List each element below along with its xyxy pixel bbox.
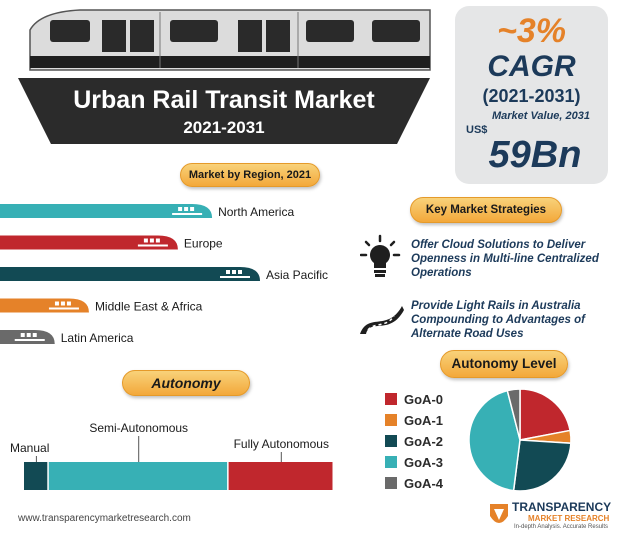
legend-swatch: [385, 456, 397, 468]
region-label: Asia Pacific: [266, 268, 328, 282]
road-icon: [360, 306, 404, 334]
pie-slice: [506, 388, 521, 441]
strategy-item-2: Provide Light Rails in Australia Compoun…: [411, 300, 585, 340]
region-label: Middle East & Africa: [95, 300, 203, 314]
train-window: [66, 301, 71, 306]
train-illustration: [29, 9, 431, 71]
train-window: [32, 333, 37, 337]
train-window: [143, 238, 148, 243]
cagr-value: ~3%: [497, 12, 566, 50]
logo-line-1: TRANSPARENCY: [512, 500, 612, 514]
train-window: [60, 301, 65, 306]
region-bar-chart: North America Europe Asia Pacific Middle Ea…: [0, 204, 328, 345]
train-window: [20, 333, 25, 337]
train-window: [232, 270, 236, 274]
region-bar-body: [0, 204, 213, 218]
autonomy-label: Semi-Autonomous: [89, 421, 188, 435]
page-title: Urban Rail Transit Market: [73, 86, 375, 114]
region-label: Latin America: [61, 331, 134, 345]
autonomy-label: Manual: [10, 441, 49, 455]
autonomy-segment: [24, 462, 48, 490]
legend-swatch: [385, 393, 397, 405]
stats-panel: [455, 6, 608, 184]
legend-swatch: [385, 435, 397, 447]
cagr-label: CAGR: [487, 50, 576, 83]
train-stripe: [220, 276, 250, 278]
region-label: Europe: [184, 237, 223, 251]
autonomy-label: Fully Autonomous: [234, 437, 329, 451]
train-window: [26, 333, 31, 337]
train-window: [184, 207, 189, 211]
legend-label: GoA-3: [404, 455, 443, 470]
legend-label: GoA-4: [404, 476, 444, 491]
legend-swatch: [385, 414, 397, 426]
autonomy-stacked-bar: Manual Semi-Autonomous Fully Autonomous: [10, 421, 333, 490]
region-section-label: Market by Region, 2021: [180, 163, 320, 187]
train-stripe: [172, 213, 203, 215]
logo-line-2: MARKET RESEARCH: [528, 514, 610, 523]
autonomy-segment: [228, 462, 333, 490]
region-bar-body: [0, 235, 178, 250]
region-bar: [0, 235, 178, 250]
lightbulb-icon: [360, 234, 401, 277]
train-stripe: [14, 339, 45, 341]
page-years: 2021-2031: [183, 118, 265, 137]
strategy-item-1: Offer Cloud Solutions to Deliver Opennes…: [411, 239, 599, 279]
strategies-label: Key Market Strategies: [410, 197, 562, 223]
autonomy-level-label: Autonomy Level: [440, 350, 568, 378]
pie-slice: [512, 439, 572, 492]
legend-swatch: [385, 477, 397, 489]
region-bar-body: [0, 298, 89, 313]
legend-label: GoA-0: [404, 392, 443, 407]
train-stripe: [48, 307, 79, 310]
train-window: [155, 238, 160, 243]
train-window: [190, 207, 195, 211]
train-stripe: [137, 244, 168, 247]
region-bar: [0, 298, 89, 313]
train-window: [149, 238, 154, 243]
logo-tagline: In-depth Analysis. Accurate Results: [514, 524, 609, 530]
region-bar-body: [0, 267, 260, 281]
legend-label: GoA-2: [404, 434, 443, 449]
autonomy-level-pie-chart: GoA-0 GoA-1 GoA-2 GoA-3 GoA-4: [385, 388, 572, 492]
autonomy-segment: [48, 462, 228, 490]
footer-url: www.transparencymarketresearch.com: [18, 513, 191, 524]
cagr-period: (2021-2031): [482, 86, 581, 106]
pie-slice: [468, 389, 521, 492]
region-label: North America: [218, 205, 294, 219]
market-value-currency: US$: [466, 124, 488, 136]
autonomy-section-label: Autonomy: [122, 370, 250, 396]
train-window: [226, 270, 230, 274]
tmr-logo-icon: [490, 504, 508, 523]
train-window: [238, 270, 242, 274]
region-bar: [0, 204, 213, 218]
region-bar: [0, 267, 260, 281]
region-bar: [0, 330, 55, 344]
market-value: 59Bn: [488, 134, 582, 176]
legend-label: GoA-1: [404, 413, 443, 428]
train-window: [54, 301, 59, 306]
pie-slice: [519, 388, 571, 441]
train-window: [178, 207, 183, 211]
title-band: [18, 78, 430, 144]
market-value-label: Market Value, 2031: [491, 110, 591, 122]
